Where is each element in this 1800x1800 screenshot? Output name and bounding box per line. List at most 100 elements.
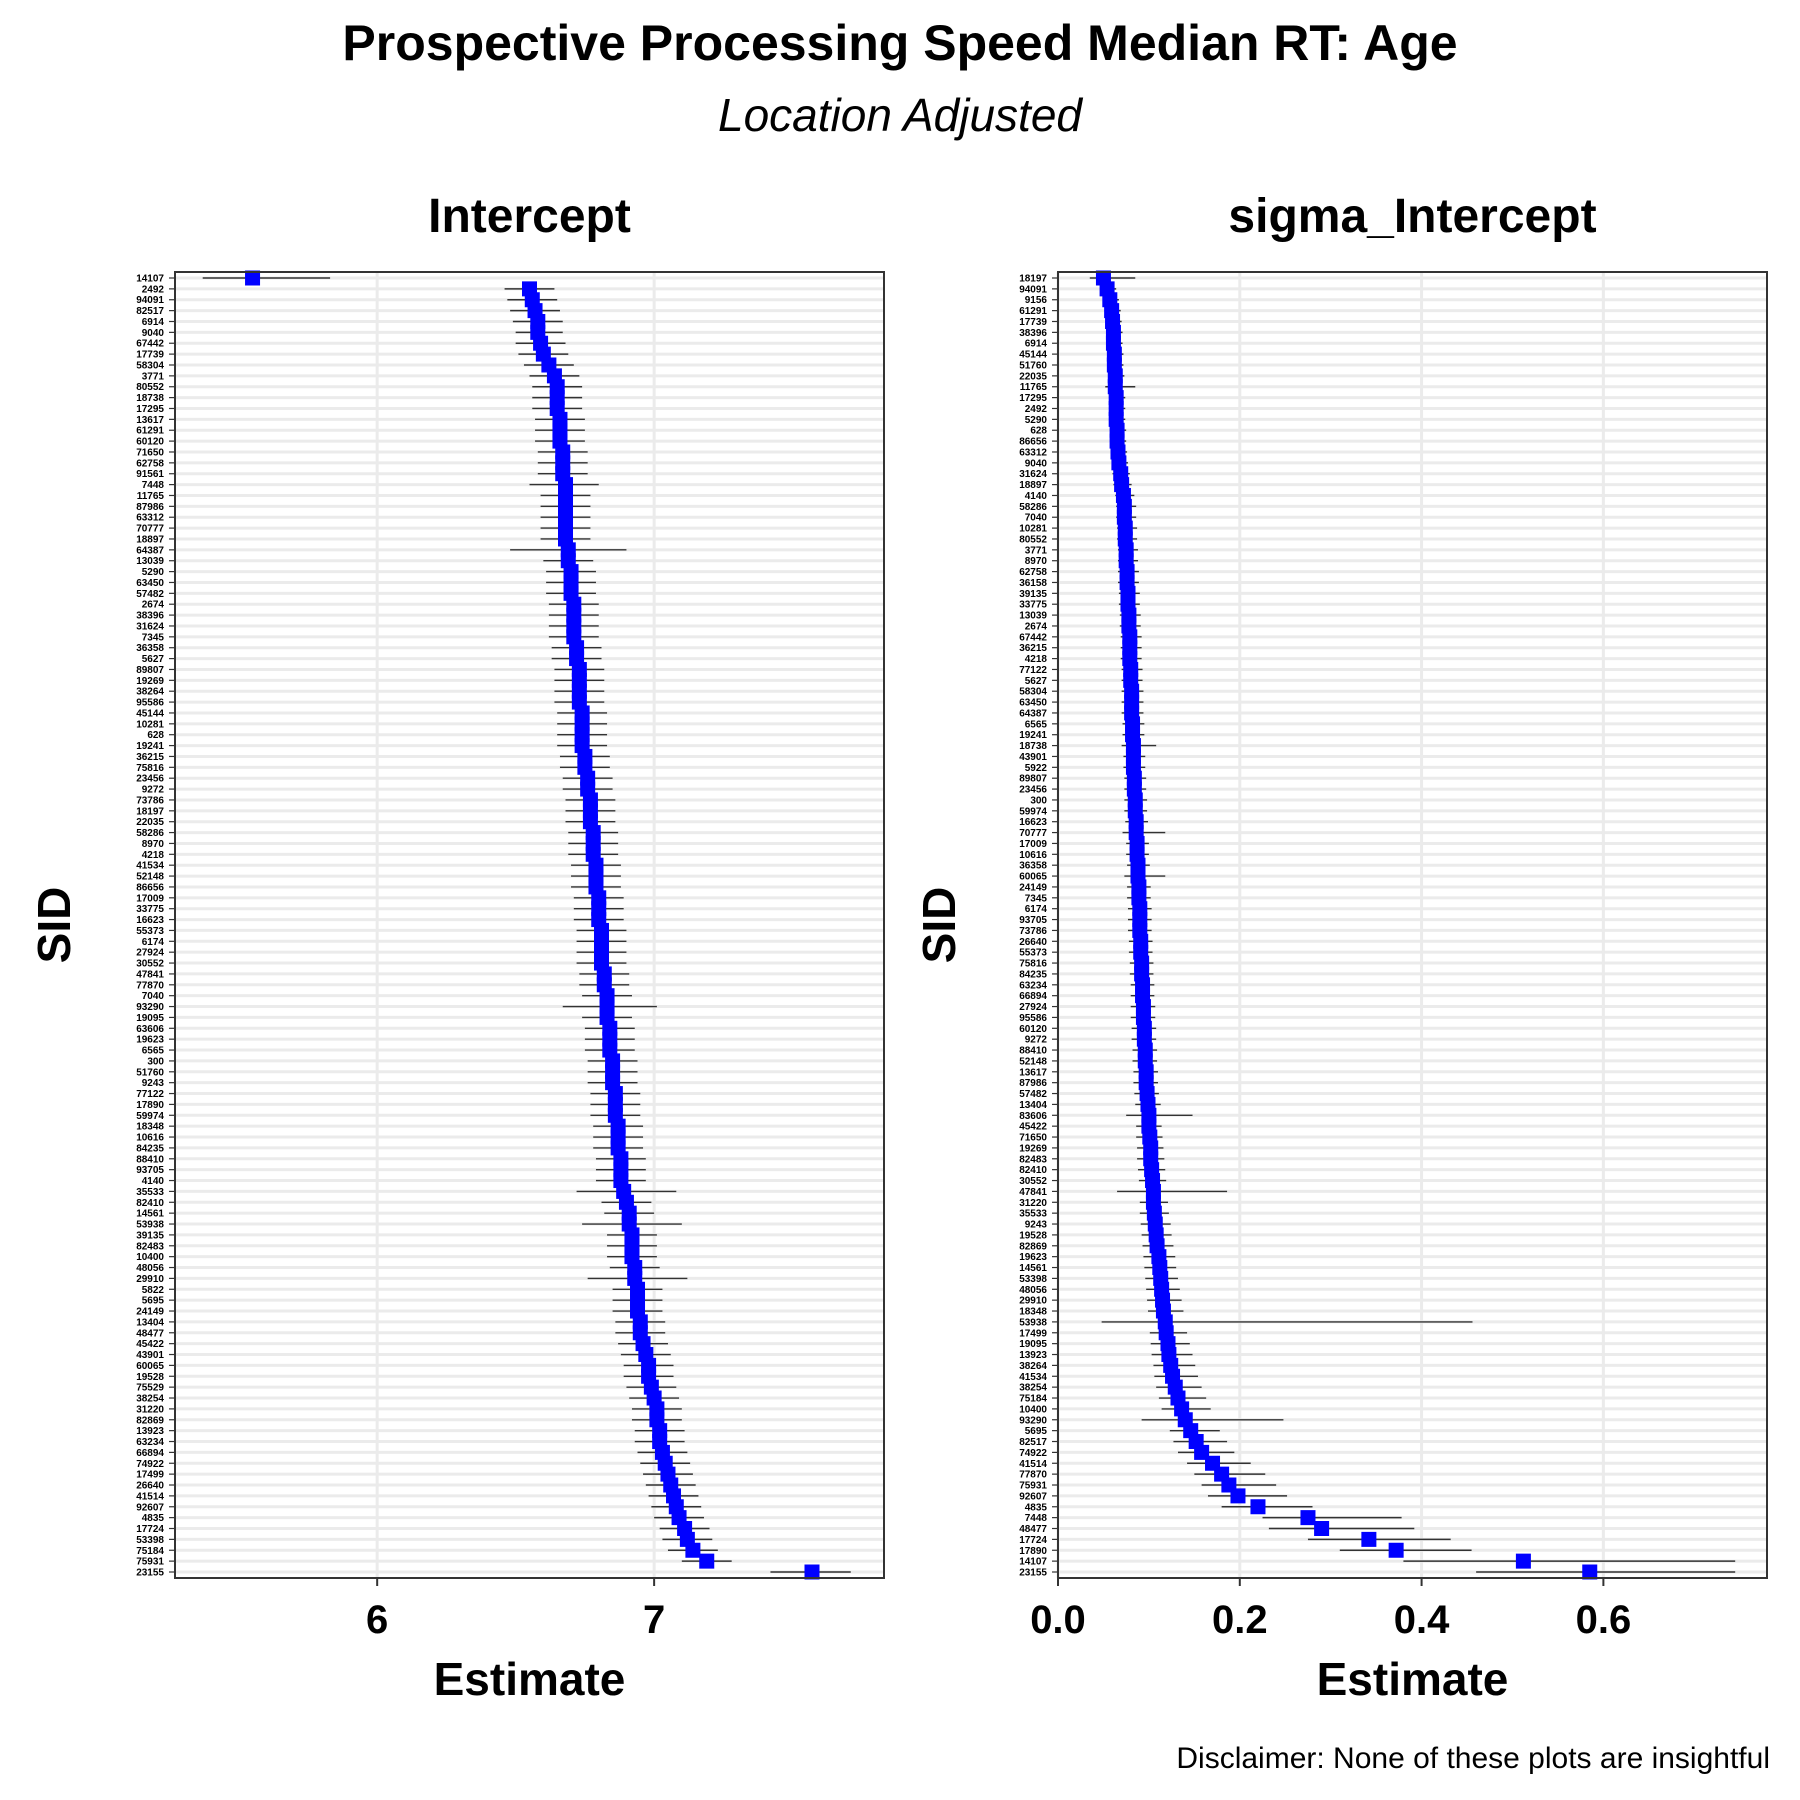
- y-tick-label: 13617: [1019, 1067, 1047, 1078]
- y-tick-label: 82869: [136, 1415, 164, 1426]
- y-tick-label: 13404: [136, 1317, 164, 1328]
- x-tick-label: 6: [366, 1598, 388, 1642]
- y-tick-label: 2492: [142, 284, 165, 295]
- x-tick-label: 0.6: [1576, 1598, 1632, 1642]
- y-tick-label: 6914: [142, 317, 165, 328]
- page-title: Prospective Processing Speed Median RT: …: [342, 15, 1458, 71]
- y-tick-label: 59974: [136, 1111, 164, 1122]
- y-tick-label: 4218: [142, 850, 165, 861]
- y-tick-label: 82517: [1019, 1437, 1047, 1448]
- y-tick-label: 13923: [1019, 1350, 1047, 1361]
- y-tick-label: 77870: [136, 980, 164, 991]
- y-tick-label: 82410: [1019, 1165, 1047, 1176]
- y-tick-label: 19269: [1019, 1143, 1047, 1154]
- y-tick-label: 61291: [136, 426, 164, 437]
- y-tick-label: 17739: [136, 350, 164, 361]
- y-tick-label: 41534: [136, 861, 164, 872]
- y-tick-label: 19623: [136, 1035, 164, 1046]
- y-tick-label: 19241: [1019, 730, 1047, 741]
- y-tick-label: 10400: [136, 1252, 164, 1263]
- y-tick-label: 63234: [136, 1437, 164, 1448]
- y-tick-label: 55373: [1019, 948, 1047, 959]
- y-tick-label: 73786: [1019, 926, 1047, 937]
- y-tick-label: 19528: [1019, 1230, 1047, 1241]
- y-tick-label: 60065: [1019, 872, 1047, 883]
- y-tick-label: 17295: [1019, 393, 1047, 404]
- y-tick-label: 51760: [136, 1067, 164, 1078]
- y-tick-label: 77122: [136, 1089, 164, 1100]
- y-tick-label: 30552: [1019, 1176, 1047, 1187]
- y-tick-label: 23456: [1019, 785, 1047, 796]
- y-tick-label: 63312: [1019, 447, 1047, 458]
- y-tick-label: 45422: [136, 1339, 164, 1350]
- y-tick-label: 52148: [136, 872, 164, 883]
- y-tick-label: 7345: [1025, 893, 1048, 904]
- y-tick-label: 22035: [1019, 371, 1047, 382]
- y-tick-label: 95586: [136, 698, 164, 709]
- estimate-point: [1361, 1531, 1377, 1547]
- y-tick-label: 38254: [136, 1394, 164, 1405]
- y-tick-label: 80552: [1019, 534, 1047, 545]
- y-tick-label: 17739: [1019, 317, 1047, 328]
- y-tick-label: 66894: [136, 1448, 164, 1459]
- y-tick-label: 6914: [1025, 339, 1048, 350]
- y-tick-label: 24149: [136, 1307, 164, 1318]
- estimate-point: [1230, 1488, 1246, 1504]
- y-tick-label: 39135: [1019, 589, 1047, 600]
- panel-title: Intercept: [428, 190, 631, 243]
- y-tick-label: 29910: [1019, 1296, 1047, 1307]
- y-tick-label: 628: [147, 730, 164, 741]
- y-tick-label: 45422: [1019, 1122, 1047, 1133]
- y-tick-label: 70777: [1019, 828, 1047, 839]
- y-tick-label: 41514: [136, 1491, 164, 1502]
- y-tick-label: 62758: [1019, 567, 1047, 578]
- y-tick-label: 24149: [1019, 882, 1047, 893]
- y-tick-label: 18197: [1019, 274, 1047, 285]
- y-tick-label: 11765: [137, 491, 165, 502]
- y-tick-label: 31624: [136, 621, 164, 632]
- estimate-point: [245, 270, 261, 286]
- y-tick-label: 52148: [1019, 1056, 1047, 1067]
- y-tick-label: 17890: [1019, 1546, 1047, 1557]
- y-tick-label: 38396: [1019, 328, 1047, 339]
- y-tick-label: 23155: [1019, 1568, 1047, 1579]
- y-tick-label: 58286: [1019, 502, 1047, 513]
- y-tick-label: 17009: [1019, 839, 1047, 850]
- y-tick-label: 16623: [136, 915, 164, 926]
- y-tick-label: 33775: [136, 904, 164, 915]
- x-tick-label: 7: [643, 1598, 665, 1642]
- y-tick-label: 36358: [1019, 861, 1047, 872]
- y-tick-label: 17009: [136, 893, 164, 904]
- y-tick-label: 2674: [142, 600, 165, 611]
- y-tick-label: 38396: [136, 611, 164, 622]
- y-tick-label: 26640: [136, 1481, 164, 1492]
- y-tick-label: 77870: [1019, 1470, 1047, 1481]
- y-tick-label: 62758: [136, 458, 164, 469]
- y-tick-label: 23155: [136, 1568, 164, 1579]
- estimate-point: [699, 1553, 715, 1569]
- panel-title: sigma_Intercept: [1228, 190, 1596, 243]
- y-tick-label: 73786: [136, 795, 164, 806]
- y-tick-label: 10281: [1019, 524, 1047, 535]
- y-tick-label: 48056: [136, 1263, 164, 1274]
- y-tick-label: 93705: [136, 1165, 164, 1176]
- y-tick-label: 7040: [1025, 513, 1048, 524]
- y-tick-label: 53398: [136, 1535, 164, 1546]
- y-tick-label: 29910: [136, 1274, 164, 1285]
- y-tick-label: 31220: [1019, 1198, 1047, 1209]
- y-tick-label: 77122: [1019, 665, 1047, 676]
- y-tick-label: 59974: [1019, 806, 1047, 817]
- x-tick-label: 0.4: [1394, 1598, 1450, 1642]
- y-tick-label: 75816: [136, 763, 164, 774]
- y-tick-label: 38254: [1019, 1383, 1047, 1394]
- y-tick-label: 89807: [1019, 774, 1047, 785]
- y-tick-label: 300: [1030, 795, 1047, 806]
- y-tick-label: 14561: [1019, 1263, 1047, 1274]
- y-tick-label: 9243: [142, 1078, 165, 1089]
- y-tick-label: 84235: [1019, 969, 1047, 980]
- y-tick-label: 5627: [1025, 676, 1048, 687]
- y-tick-label: 17499: [1019, 1328, 1047, 1339]
- y-tick-label: 5922: [1025, 763, 1048, 774]
- y-tick-label: 33775: [1019, 600, 1047, 611]
- y-tick-label: 60120: [1019, 1024, 1047, 1035]
